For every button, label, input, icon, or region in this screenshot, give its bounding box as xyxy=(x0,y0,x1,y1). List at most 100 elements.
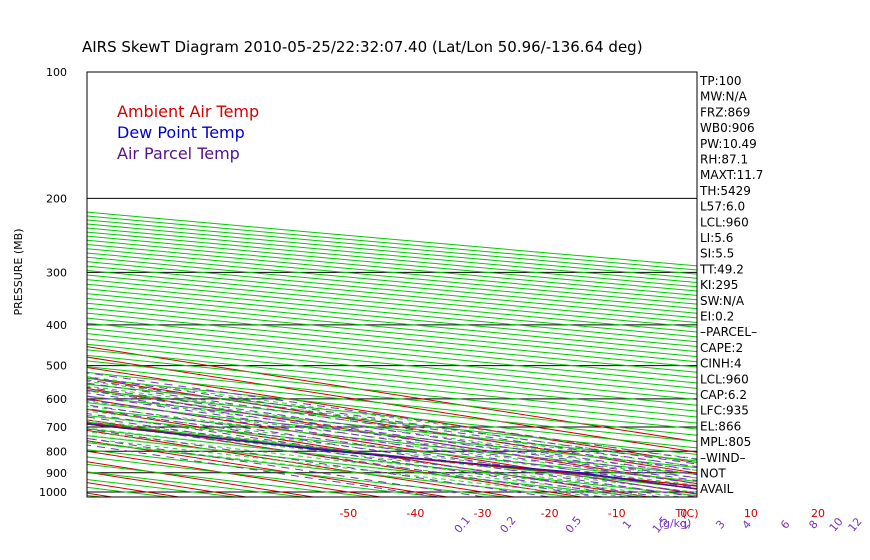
index-item: CINH:4 xyxy=(700,357,742,371)
dry-adiabat-line xyxy=(87,349,697,412)
dry-adiabat-line xyxy=(87,215,697,271)
bottom-temp-tick: 20 xyxy=(811,507,825,520)
isotherm-line xyxy=(87,429,518,497)
moist-adiabat-line xyxy=(87,390,697,471)
dry-adiabat-line xyxy=(87,383,697,449)
index-item: RH:87.1 xyxy=(700,153,748,167)
index-item: CAP:6.2 xyxy=(700,388,747,402)
isotherm-line xyxy=(87,398,697,495)
dry-adiabat-line xyxy=(87,428,697,497)
mixing-ratio-line xyxy=(87,379,697,468)
pressure-tick: 900 xyxy=(46,467,67,480)
dry-adiabat-line xyxy=(87,377,697,442)
mixing-ratio-line xyxy=(87,382,697,471)
index-item: CAPE:2 xyxy=(700,341,743,355)
pressure-tick: 600 xyxy=(46,393,67,406)
mixing-ratio-line xyxy=(87,372,697,460)
moist-adiabat-line xyxy=(87,380,697,464)
index-item: TH:5429 xyxy=(699,184,751,198)
bottom-temp-tick: -30 xyxy=(474,507,492,520)
index-item: MAXT:11.7 xyxy=(700,168,763,182)
index-item: NOT xyxy=(700,467,726,481)
isotherm-line xyxy=(87,387,697,485)
mixing-ratio-unit: (g/kg) xyxy=(659,517,692,530)
mixing-ratio-line xyxy=(87,416,640,497)
index-item: AVAIL xyxy=(700,482,734,496)
pressure-tick: 300 xyxy=(46,266,67,279)
pressure-tick: 1000 xyxy=(39,486,67,499)
moist-adiabat-line xyxy=(87,419,697,493)
pressure-tick: 100 xyxy=(46,66,67,79)
mixing-ratio-line xyxy=(87,376,697,465)
index-item: TT:49.2 xyxy=(699,262,744,276)
dry-adiabat-line xyxy=(87,435,646,497)
isotherm-line xyxy=(87,408,653,497)
moist-adiabat-line xyxy=(87,400,697,479)
mixing-ratio-line xyxy=(87,389,697,479)
index-item: PW:10.49 xyxy=(700,137,757,151)
dry-adiabat-line xyxy=(87,219,697,275)
pressure-tick: 500 xyxy=(46,360,67,373)
pressure-tick: 800 xyxy=(46,445,67,458)
dry-adiabat-line xyxy=(87,408,697,475)
dry-adiabat-line xyxy=(87,463,376,497)
dry-adiabat-line xyxy=(87,333,697,395)
moist-adiabat-line xyxy=(87,431,659,497)
legend-entry-3: Air Parcel Temp xyxy=(117,144,240,163)
dry-adiabat-line xyxy=(87,223,697,279)
bottom-temp-tick: 10 xyxy=(744,507,758,520)
dry-adiabat-line xyxy=(87,371,697,436)
index-item: –WIND– xyxy=(700,451,746,465)
mixing-ratio-tick: 6 xyxy=(778,518,792,532)
isotherm-line xyxy=(87,356,697,453)
index-item: SW:N/A xyxy=(700,294,745,308)
index-item: EL:866 xyxy=(700,419,741,433)
bottom-temp-tick: -10 xyxy=(608,507,626,520)
index-item: SI:5.5 xyxy=(700,247,734,261)
mixing-ratio-line xyxy=(87,428,554,497)
bottom-temp-tick: -20 xyxy=(541,507,559,520)
pressure-tick: 700 xyxy=(46,421,67,434)
dry-adiabat-line xyxy=(87,338,697,401)
bottom-temp-unit: T(C) xyxy=(675,507,699,520)
bottom-temp-tick: 0 xyxy=(680,507,687,520)
moist-adiabat-line xyxy=(87,385,697,468)
dry-adiabat-line xyxy=(87,231,697,288)
index-item: L57:6.0 xyxy=(700,200,745,214)
legend-entry-2: Dew Point Temp xyxy=(117,123,245,142)
index-item: MPL:805 xyxy=(700,435,751,449)
isotherm-line xyxy=(0,53,3,501)
bottom-temp-tick: -40 xyxy=(406,507,424,520)
mixing-ratio-tick: 10 xyxy=(827,515,846,534)
mixing-ratio-tick: 12 xyxy=(846,515,865,534)
dry-adiabat-line xyxy=(87,449,511,497)
bottom-temp-tick: -50 xyxy=(339,507,357,520)
mixing-ratio-tick: 0.5 xyxy=(563,514,584,536)
dry-adiabat-line xyxy=(87,421,697,489)
dry-adiabat-line xyxy=(87,354,697,418)
index-item: –PARCEL– xyxy=(700,325,757,339)
dry-adiabat-line xyxy=(87,227,697,283)
mixing-ratio-line xyxy=(87,413,665,497)
index-item: TP:100 xyxy=(699,74,742,88)
index-item: LCL:960 xyxy=(700,372,749,386)
dry-adiabat-line xyxy=(87,415,697,482)
dry-adiabat-line xyxy=(87,235,697,292)
dry-adiabat-line xyxy=(87,360,697,424)
index-item: LFC:935 xyxy=(700,404,749,418)
index-item: LI:5.6 xyxy=(700,231,733,245)
chart-title: AIRS SkewT Diagram 2010-05-25/22:32:07.4… xyxy=(82,38,643,56)
moist-adiabat-line xyxy=(87,405,697,483)
isotherm-line xyxy=(87,346,697,443)
index-item: WB0:906 xyxy=(700,121,755,135)
mixing-ratio-line xyxy=(87,386,697,476)
index-item: KI:295 xyxy=(700,278,738,292)
isotherm-line xyxy=(87,377,697,474)
index-item: FRZ:869 xyxy=(700,105,750,119)
pressure-tick: 200 xyxy=(46,192,67,205)
series-layer xyxy=(87,422,697,490)
pressure-tick: 400 xyxy=(46,319,67,332)
index-item: LCL:960 xyxy=(700,215,749,229)
mixing-ratio-tick: 0.1 xyxy=(452,514,473,536)
